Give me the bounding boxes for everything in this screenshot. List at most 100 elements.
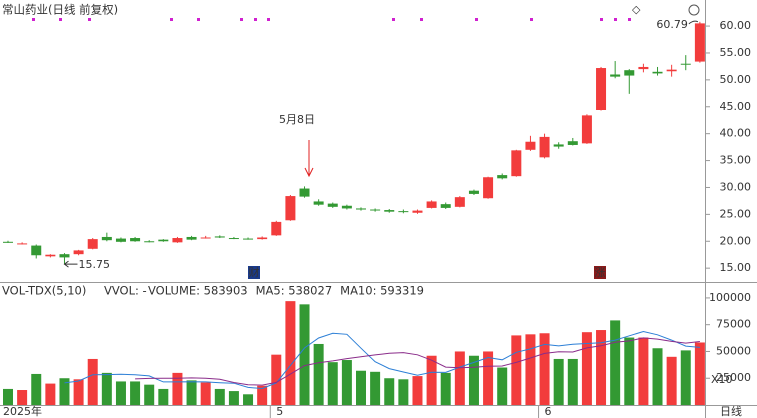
candle-body xyxy=(172,238,183,243)
volume-bar xyxy=(468,355,479,405)
ma-line xyxy=(135,337,700,386)
candle-body xyxy=(87,239,98,249)
annotation-arrowhead xyxy=(304,167,314,178)
candle-body xyxy=(17,243,28,245)
candle-body xyxy=(243,238,254,240)
legend-item: MA5: 538027 xyxy=(256,284,333,298)
volume-bar xyxy=(59,378,70,405)
volume-bar xyxy=(694,342,705,405)
volume-header: VOL-TDX(5,10) VVOL: - xyxy=(2,284,147,298)
event-markers xyxy=(32,18,631,21)
volume-bar xyxy=(214,388,225,405)
volume-bar xyxy=(3,388,13,405)
volume-bar xyxy=(257,385,268,405)
candle-body xyxy=(327,203,338,207)
candle-body xyxy=(426,201,437,208)
candle-body xyxy=(214,236,225,238)
candle-body xyxy=(666,69,677,72)
candle-body xyxy=(525,141,536,150)
volume-bar xyxy=(666,356,677,405)
candle-body xyxy=(115,238,126,242)
candle-body xyxy=(31,245,42,256)
candle-body xyxy=(45,254,56,257)
candle-body xyxy=(158,239,169,242)
candle-body xyxy=(511,150,522,177)
y-tick-label: 45.00 xyxy=(720,100,752,113)
low-label: 15.75 xyxy=(78,258,110,271)
y-tick-label: 25.00 xyxy=(720,207,752,220)
annotation: 5月8日 xyxy=(279,113,315,126)
volume-bar xyxy=(158,388,169,405)
volume-bar xyxy=(398,379,409,405)
candle-body xyxy=(610,74,621,77)
finance-marker[interactable] xyxy=(248,266,260,279)
tool-icon[interactable]: ◇ xyxy=(632,3,641,16)
volume-bar xyxy=(440,372,451,405)
candle-body xyxy=(454,197,465,207)
volume-bar xyxy=(200,382,211,405)
volume-bar xyxy=(497,367,508,405)
volume-bar xyxy=(327,362,338,405)
scale-label: X10 xyxy=(711,373,733,386)
limit-up-marker-label: 涨 xyxy=(595,266,606,279)
candle-body xyxy=(356,208,366,210)
volume-bar xyxy=(624,337,635,405)
chart-title: 常山药业(日线 前复权) xyxy=(2,3,118,17)
volume-bar xyxy=(483,351,494,405)
candle-body xyxy=(313,201,324,205)
candle-body xyxy=(228,238,239,240)
candle-body xyxy=(257,237,268,240)
y-tick-label: 25000 xyxy=(716,371,751,384)
volume-bar xyxy=(553,358,564,405)
volume-bar xyxy=(652,348,663,405)
volume-title: VOL-TDX(5,10) xyxy=(2,284,86,298)
candle-body xyxy=(680,63,691,65)
volume-bar xyxy=(115,381,126,405)
candle-body xyxy=(144,241,155,243)
candle-body xyxy=(285,196,296,221)
volume-bar xyxy=(299,304,310,405)
volume-subtitle: VVOL: - xyxy=(104,284,147,298)
y-tick-label: 100000 xyxy=(709,291,751,304)
candle-body xyxy=(539,136,550,158)
volume-bar xyxy=(172,372,183,405)
volume-bar xyxy=(87,358,98,405)
volume-bar xyxy=(525,334,536,405)
volume-bar xyxy=(412,376,423,405)
candle-body xyxy=(101,236,112,241)
x-tick-label: 5 xyxy=(276,405,283,418)
legend-item: VOLUME: 583903 xyxy=(148,284,248,298)
candle-body xyxy=(567,141,578,145)
candle-body xyxy=(440,204,451,208)
volume-bar xyxy=(581,332,592,405)
volume-bar xyxy=(680,350,691,405)
volume-bar xyxy=(370,371,381,405)
y-tick-label: 55.00 xyxy=(720,46,752,59)
candle-body xyxy=(200,237,211,239)
candle-body xyxy=(553,144,564,147)
finance-marker-label: 财 xyxy=(249,265,260,279)
y-tick-label: 50.00 xyxy=(720,73,752,86)
candle-body xyxy=(271,221,282,236)
candle-body xyxy=(412,210,423,213)
volume-bar xyxy=(243,394,254,405)
settings-icon[interactable] xyxy=(688,4,700,16)
candle-body xyxy=(3,241,13,243)
volume-bar xyxy=(454,351,465,405)
limit-up-marker[interactable] xyxy=(594,266,606,279)
volume-bar xyxy=(313,343,324,405)
x-tick-label: 2025年 xyxy=(3,404,42,418)
volume-bar xyxy=(384,378,395,405)
volume-bar xyxy=(511,335,522,405)
volume-bar xyxy=(539,333,550,405)
candle-body xyxy=(384,210,395,212)
ma-line xyxy=(64,330,700,390)
candle-body xyxy=(299,188,310,197)
high-arrow xyxy=(688,20,699,25)
volume-bar xyxy=(45,383,56,405)
volume-bar xyxy=(144,384,155,405)
candle-body xyxy=(497,175,508,179)
candle-body xyxy=(59,254,70,258)
